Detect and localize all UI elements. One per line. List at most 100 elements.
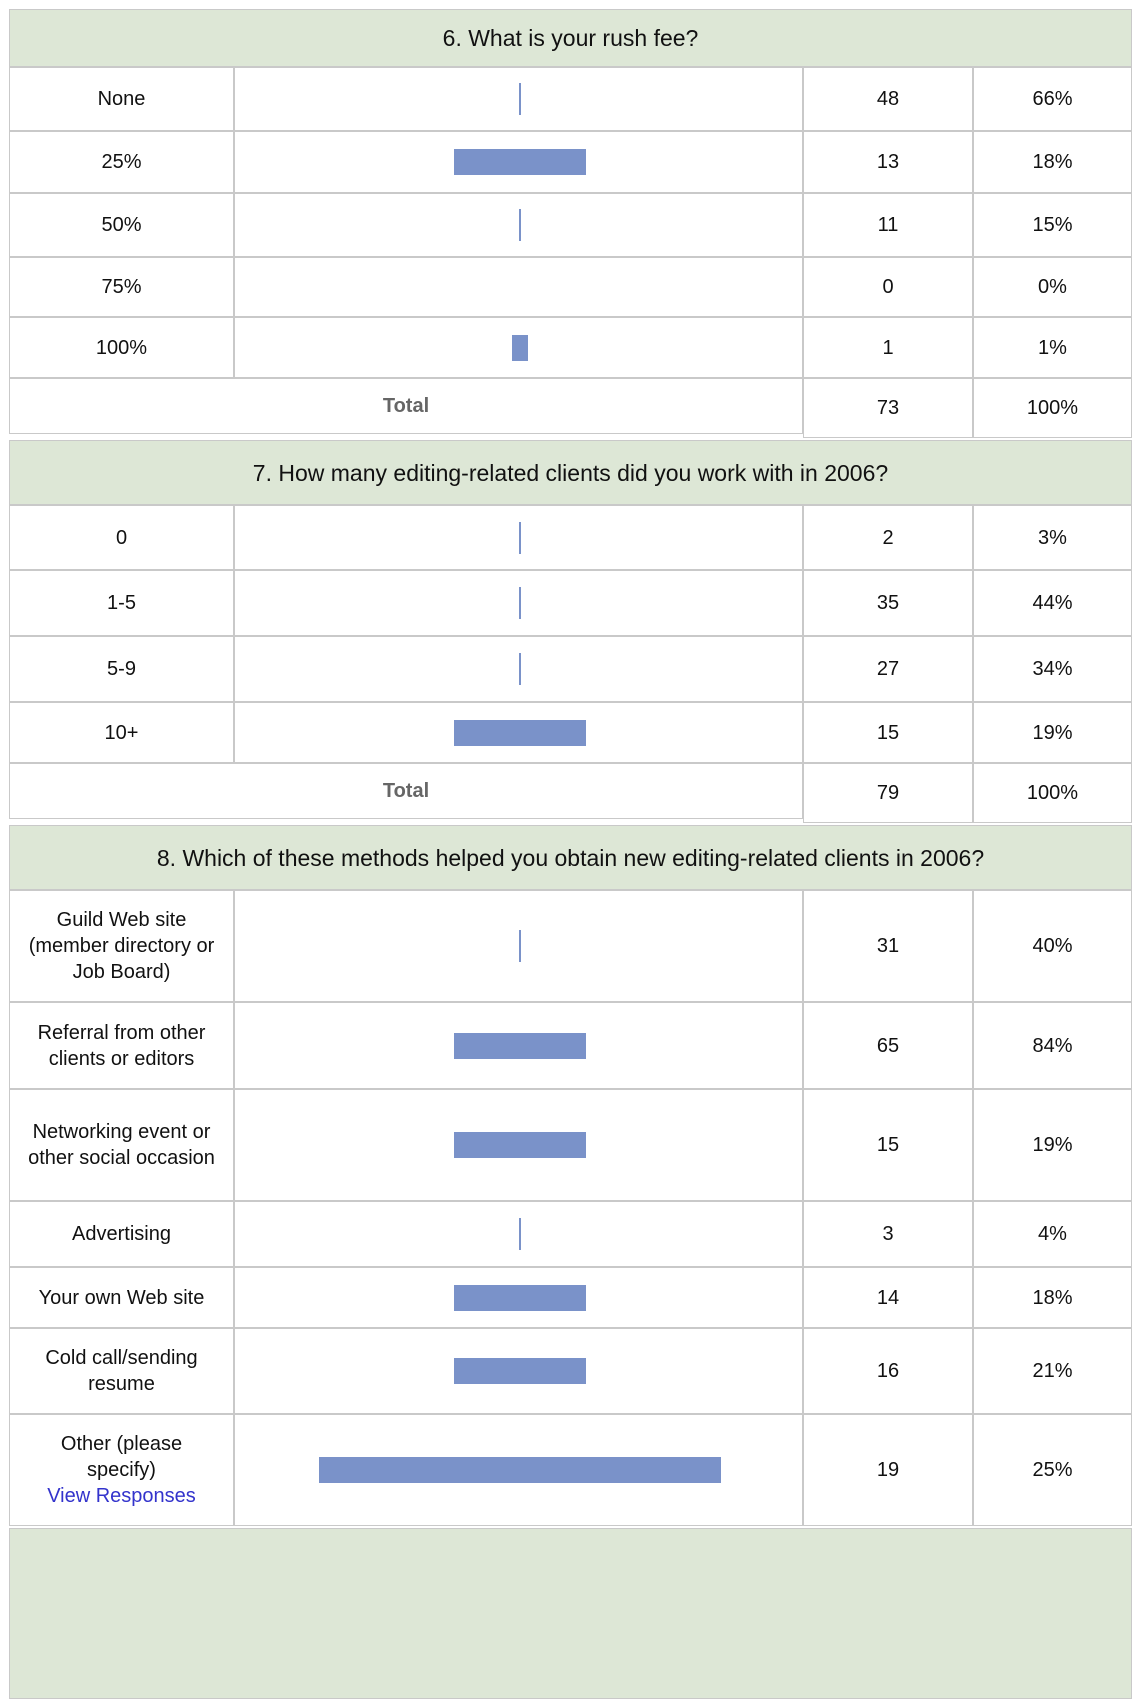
bar-cell (234, 1002, 803, 1089)
answer-text: 1-5 (107, 592, 136, 614)
response-percent: 0% (973, 257, 1132, 317)
response-count: 48 (803, 67, 973, 131)
view-responses-link[interactable]: View Responses (47, 1485, 196, 1507)
response-bar (519, 1218, 521, 1250)
answer-label: 75% (9, 257, 234, 317)
bar-cell (234, 131, 803, 193)
response-percent: 1% (973, 317, 1132, 378)
total-percent: 100% (973, 763, 1132, 823)
answer-text: Networking event or other social occasio… (28, 1121, 215, 1169)
bar-cell (234, 257, 803, 317)
total-label: Total (9, 763, 803, 819)
response-count: 2 (803, 505, 973, 570)
response-percent: 66% (973, 67, 1132, 131)
response-count: 15 (803, 702, 973, 763)
answer-text: 0 (115, 526, 128, 549)
bar-cell (234, 570, 803, 636)
response-bar (454, 719, 586, 746)
answer-label: 5-9 (9, 636, 234, 702)
response-bar (519, 587, 521, 619)
response-count: 19 (803, 1414, 973, 1526)
response-bar (519, 209, 521, 241)
answer-label: 50% (9, 193, 234, 257)
bar-cell (234, 193, 803, 257)
bar-cell (234, 505, 803, 570)
total-count: 73 (803, 378, 973, 438)
bar-cell (234, 1089, 803, 1201)
response-count: 15 (803, 1089, 973, 1201)
response-count: 3 (803, 1201, 973, 1267)
answer-label: 100% (9, 317, 234, 378)
response-bar (512, 334, 528, 361)
answer-text: Guild Web site (member directory or Job … (28, 909, 215, 983)
response-count: 31 (803, 890, 973, 1002)
response-bar (454, 1358, 586, 1384)
total-count: 79 (803, 763, 973, 823)
response-percent: 21% (973, 1328, 1132, 1414)
response-bar (454, 1284, 586, 1311)
answer-label: 1-5 (9, 570, 234, 636)
answer-text: Your own Web site (38, 1286, 205, 1309)
answer-text: Referral from other clients or editors (37, 1021, 206, 1070)
response-percent: 19% (973, 1089, 1132, 1201)
bar-cell (234, 1201, 803, 1267)
response-percent: 44% (973, 570, 1132, 636)
bar-cell (234, 636, 803, 702)
response-percent: 84% (973, 1002, 1132, 1089)
question-header: 8. Which of these methods helped you obt… (9, 825, 1132, 890)
answer-label: None (9, 67, 234, 131)
response-bar (519, 521, 521, 554)
bar-cell (234, 1414, 803, 1526)
response-bar (454, 1032, 586, 1059)
footer-panel (9, 1528, 1132, 1699)
bar-cell (234, 702, 803, 763)
question-header: 7. How many editing-related clients did … (9, 440, 1132, 505)
answer-label: Guild Web site (member directory or Job … (9, 890, 234, 1002)
answer-text: Cold call/sending resume (45, 1347, 198, 1395)
response-bar (454, 149, 586, 175)
answer-label: Your own Web site (9, 1267, 234, 1328)
answer-label: Cold call/sending resume (9, 1328, 234, 1414)
response-count: 16 (803, 1328, 973, 1414)
response-count: 27 (803, 636, 973, 702)
response-count: 65 (803, 1002, 973, 1089)
total-percent: 100% (973, 378, 1132, 438)
answer-label: 0 (9, 505, 234, 570)
response-percent: 4% (973, 1201, 1132, 1267)
response-percent: 18% (973, 131, 1132, 193)
response-percent: 19% (973, 702, 1132, 763)
answer-text: 75% (101, 276, 142, 298)
answer-text: 5-9 (107, 658, 136, 680)
response-bar (454, 1132, 586, 1158)
response-bar (519, 653, 521, 685)
response-percent: 25% (973, 1414, 1132, 1526)
answer-text: Advertising (72, 1223, 171, 1245)
bar-cell (234, 1267, 803, 1328)
total-label: Total (9, 378, 803, 434)
response-count: 0 (803, 257, 973, 317)
response-percent: 40% (973, 890, 1132, 1002)
response-percent: 18% (973, 1267, 1132, 1328)
answer-label: 25% (9, 131, 234, 193)
bar-cell (234, 1328, 803, 1414)
answer-label: Advertising (9, 1201, 234, 1267)
response-bar (519, 930, 521, 962)
answer-label: Referral from other clients or editors (9, 1002, 234, 1089)
answer-text: None (97, 88, 146, 110)
response-count: 13 (803, 131, 973, 193)
response-bar (519, 83, 521, 115)
response-count: 14 (803, 1267, 973, 1328)
answer-text: 10+ (104, 721, 139, 744)
response-count: 1 (803, 317, 973, 378)
response-bar (319, 1457, 721, 1483)
answer-text: 50% (101, 214, 142, 236)
bar-cell (234, 67, 803, 131)
answer-label: 10+ (9, 702, 234, 763)
answer-text: 25% (101, 151, 142, 173)
response-percent: 15% (973, 193, 1132, 257)
answer-label: Networking event or other social occasio… (9, 1089, 234, 1201)
bar-cell (234, 317, 803, 378)
answer-label: Other (please specify) View Responses (9, 1414, 234, 1526)
response-count: 11 (803, 193, 973, 257)
